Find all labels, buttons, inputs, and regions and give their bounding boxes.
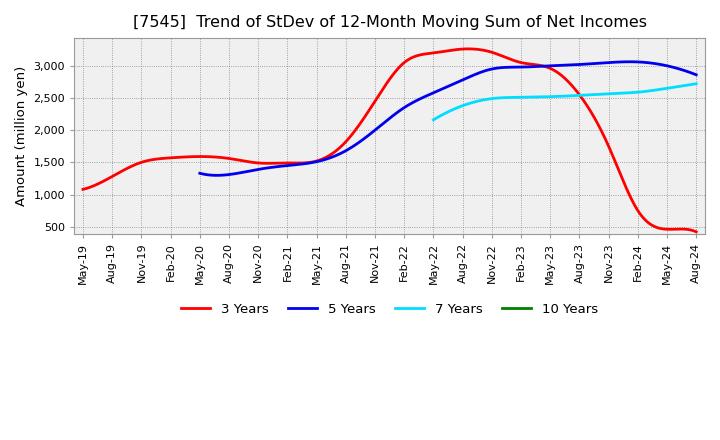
Y-axis label: Amount (million yen): Amount (million yen) — [15, 66, 28, 206]
Title: [7545]  Trend of StDev of 12-Month Moving Sum of Net Incomes: [7545] Trend of StDev of 12-Month Moving… — [132, 15, 647, 30]
Legend: 3 Years, 5 Years, 7 Years, 10 Years: 3 Years, 5 Years, 7 Years, 10 Years — [176, 297, 603, 321]
